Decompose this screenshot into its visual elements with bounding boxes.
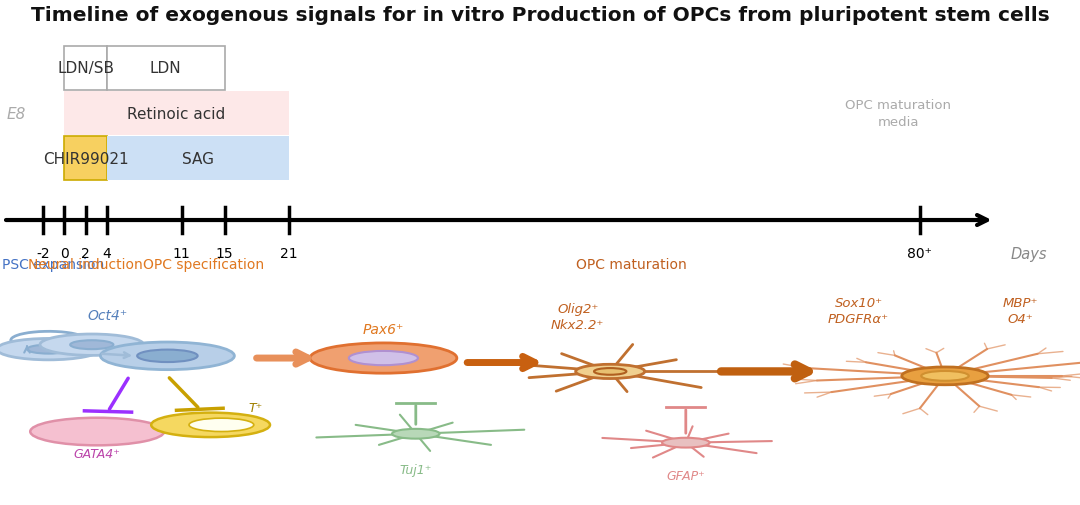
Circle shape: [27, 345, 70, 354]
Circle shape: [30, 418, 164, 445]
Text: Oct4⁺: Oct4⁺: [87, 309, 129, 323]
Text: Neural induction: Neural induction: [28, 258, 143, 272]
Text: 2: 2: [81, 246, 90, 260]
Text: Sox10⁺
PDGFRα⁺: Sox10⁺ PDGFRα⁺: [828, 296, 889, 325]
Circle shape: [594, 368, 626, 375]
Text: Pax6⁺: Pax6⁺: [363, 322, 404, 336]
Text: Olig2⁺
Nkx2.2⁺: Olig2⁺ Nkx2.2⁺: [551, 302, 605, 332]
Text: E8: E8: [6, 107, 26, 121]
Text: Timeline of exogenous signals for in vitro Production of OPCs from pluripotent s: Timeline of exogenous signals for in vit…: [30, 6, 1050, 25]
Circle shape: [392, 429, 440, 439]
Circle shape: [70, 340, 113, 349]
Text: MBP⁺
O4⁺: MBP⁺ O4⁺: [1003, 296, 1038, 325]
Bar: [107, 46, 225, 90]
Circle shape: [40, 334, 144, 356]
Text: GFAP⁺: GFAP⁺: [666, 470, 705, 482]
Bar: [64, 46, 107, 90]
Text: OPC maturation: OPC maturation: [576, 258, 686, 272]
Text: Tuj1⁺: Tuj1⁺: [400, 463, 432, 476]
Circle shape: [151, 413, 270, 437]
Text: 15: 15: [216, 246, 233, 260]
Text: GATA4⁺: GATA4⁺: [73, 447, 121, 460]
Text: 0: 0: [59, 246, 68, 260]
Text: SAG: SAG: [181, 152, 214, 167]
Circle shape: [0, 339, 100, 360]
Text: 11: 11: [173, 246, 191, 260]
Bar: [107, 137, 288, 181]
Text: OPC maturation
media: OPC maturation media: [846, 99, 951, 129]
Text: LDN: LDN: [150, 61, 181, 76]
Circle shape: [921, 371, 969, 381]
Text: T⁺: T⁺: [248, 401, 262, 414]
Text: CHIR99021: CHIR99021: [43, 152, 129, 167]
Text: LDN/SB: LDN/SB: [57, 61, 114, 76]
Circle shape: [137, 350, 198, 363]
Bar: [64, 137, 107, 181]
Bar: [64, 92, 288, 136]
Text: Days: Days: [1011, 246, 1047, 261]
Text: -2: -2: [36, 246, 50, 260]
Text: 4: 4: [103, 246, 111, 260]
Circle shape: [189, 418, 254, 432]
Circle shape: [902, 367, 988, 385]
Circle shape: [100, 342, 234, 370]
Text: OPC specification: OPC specification: [143, 258, 264, 272]
Circle shape: [349, 351, 418, 366]
Text: 21: 21: [280, 246, 297, 260]
Text: 80⁺: 80⁺: [907, 246, 932, 260]
Circle shape: [310, 343, 457, 374]
Text: Retinoic acid: Retinoic acid: [127, 107, 226, 121]
Text: PSC expansion: PSC expansion: [2, 258, 105, 272]
Circle shape: [662, 438, 710, 447]
Circle shape: [576, 365, 645, 379]
